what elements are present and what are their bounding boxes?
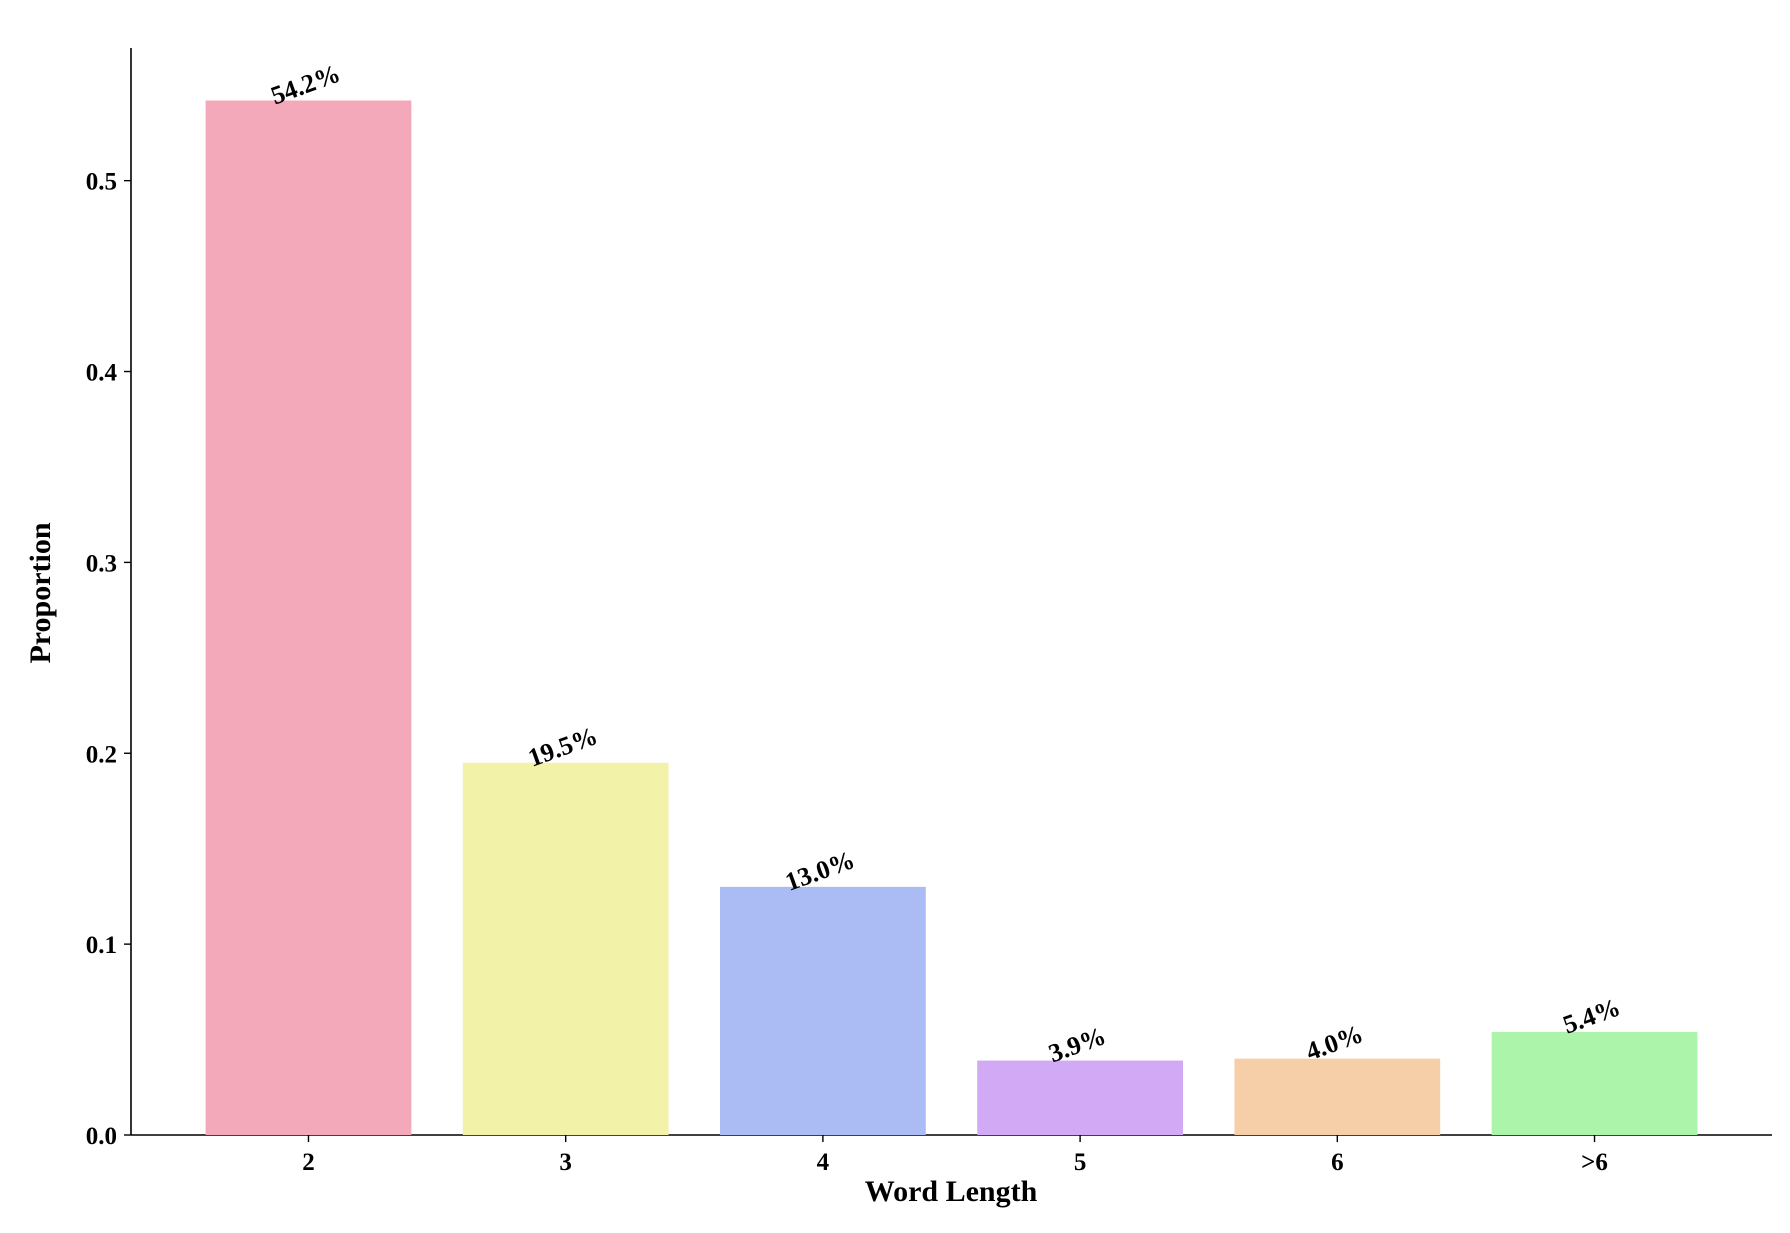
y-tick-label: 0.0	[86, 1123, 117, 1150]
y-tick-label: 0.4	[86, 360, 118, 387]
y-tick-label: 0.1	[86, 932, 117, 959]
x-tick-label: 2	[302, 1149, 315, 1176]
x-tick-label: 5	[1074, 1149, 1087, 1176]
x-tick-label: 6	[1331, 1149, 1344, 1176]
bar	[720, 886, 926, 1135]
y-tick-label: 0.5	[86, 169, 117, 196]
bar	[1491, 1031, 1698, 1135]
x-tick-label: 4	[817, 1149, 830, 1176]
bar	[977, 1060, 1183, 1135]
y-tick-label: 0.3	[86, 550, 117, 577]
x-tick-label: >6	[1581, 1149, 1608, 1176]
x-tick-label: 3	[559, 1149, 572, 1176]
bar	[1234, 1058, 1441, 1135]
x-axis-label: Word Length	[865, 1175, 1038, 1208]
y-tick-label: 0.2	[86, 741, 117, 768]
bar	[462, 762, 669, 1135]
y-axis-label: Proportion	[24, 522, 57, 663]
bar	[205, 100, 412, 1136]
